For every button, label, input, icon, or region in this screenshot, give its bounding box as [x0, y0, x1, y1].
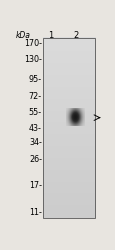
- Text: 130-: 130-: [24, 55, 42, 64]
- Text: kDa: kDa: [15, 31, 30, 40]
- Text: 72-: 72-: [29, 92, 42, 101]
- Text: 1: 1: [47, 31, 53, 40]
- Text: 2: 2: [72, 31, 78, 40]
- Text: 95-: 95-: [29, 75, 42, 84]
- Text: 34-: 34-: [29, 138, 42, 147]
- Text: 55-: 55-: [29, 108, 42, 118]
- Bar: [42, 38, 94, 218]
- Text: 43-: 43-: [29, 124, 42, 133]
- Text: 17-: 17-: [29, 181, 42, 190]
- Text: 11-: 11-: [29, 208, 42, 217]
- Text: 26-: 26-: [29, 155, 42, 164]
- Text: 170-: 170-: [24, 39, 42, 48]
